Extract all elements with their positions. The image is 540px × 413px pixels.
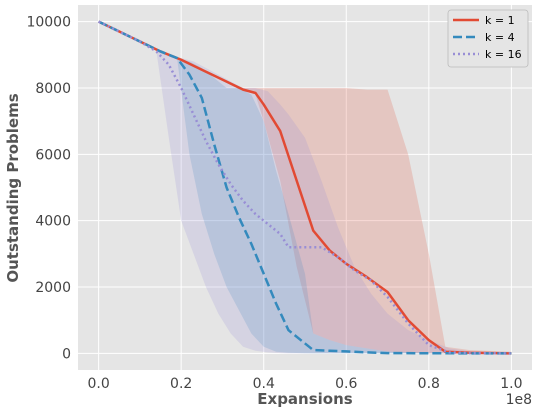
series-lines [98, 20, 512, 355]
x-tick-label: 0.6 [335, 376, 357, 392]
y-axis-label: Outstanding Problems [4, 93, 22, 282]
x-axis-label: Expansions [257, 390, 353, 408]
legend: k = 1 k = 4 k = 16 [447, 9, 529, 68]
legend-entry-k1: k = 1 [453, 14, 515, 27]
legend-entry-k16: k = 16 [453, 48, 522, 61]
x-tick-label: 0.0 [88, 376, 110, 392]
legend-label-k1: k = 1 [485, 14, 515, 27]
y-tick-label: 2000 [35, 280, 71, 296]
legend-label-k16: k = 16 [485, 48, 522, 61]
legend-entry-k4: k = 4 [453, 31, 515, 44]
x-tick-label: 0.8 [418, 376, 440, 392]
y-tick-label: 6000 [35, 147, 71, 163]
series-k4-band [98, 21, 512, 354]
y-tick-label: 8000 [35, 81, 71, 97]
confidence-bands [98, 21, 512, 354]
y-tick-label: 0 [62, 346, 71, 362]
x-tick-label: 0.2 [170, 376, 192, 392]
x-offset-label: 1e8 [506, 392, 532, 408]
x-tick-label: 1.0 [500, 376, 522, 392]
series-k1-band [98, 21, 512, 354]
grid-layer [78, 5, 532, 370]
x-tick-labels: 0.0 0.2 0.4 0.6 0.8 1.0 [88, 376, 523, 392]
x-tick-label: 0.4 [253, 376, 275, 392]
y-tick-label: 4000 [35, 214, 71, 230]
legend-label-k4: k = 4 [485, 31, 515, 44]
series-k4-line [98, 20, 512, 355]
y-tick-labels: 0 2000 4000 6000 8000 10000 [26, 15, 71, 363]
series-k16-band [98, 21, 512, 354]
y-tick-label: 10000 [26, 15, 71, 31]
series-k16-line [98, 20, 512, 355]
